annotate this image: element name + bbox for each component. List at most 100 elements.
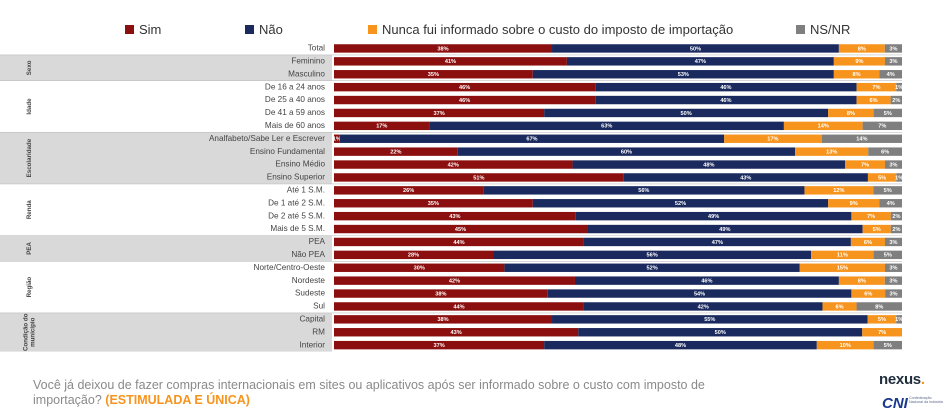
bar-segment [884,160,902,169]
bar-segment [838,276,885,285]
data-label: 46% [459,85,470,91]
data-label: 3% [890,291,898,297]
legend-label-nsnr: NS/NR [810,21,851,37]
bar-segment [885,289,902,298]
data-label: 2% [892,214,900,220]
bar-segment [623,173,868,182]
bar-segment [884,276,902,285]
group-label: Idade [26,98,33,115]
data-label: 35% [428,72,439,78]
bar-segment [896,82,902,92]
bar-segment [595,95,857,105]
row-label: Masculino [288,69,325,78]
data-label: 44% [453,240,464,246]
bar-segment [783,121,863,131]
bar-segment [339,134,725,143]
bar-segment [334,250,494,260]
row-label: De 25 a 40 anos [265,95,325,104]
row-label: De 16 a 24 anos [265,82,325,91]
bar-segment [334,237,584,247]
group-label: município [30,317,37,346]
data-label: 46% [720,98,731,104]
data-label: 44% [453,304,464,310]
group-label: Escolaridade [26,138,33,177]
data-label: 3% [889,240,897,246]
bar-segment [334,276,575,285]
bar-segment [862,328,902,337]
data-label: 38% [437,317,448,323]
data-label: 8% [858,279,866,285]
bar-segment [724,134,822,143]
bar-segment [884,57,902,66]
bar-segment [334,302,584,311]
row-label: Ensino Médio [275,160,325,169]
data-label: 6% [870,98,878,104]
data-label: 63% [601,124,612,130]
bar-segment [799,263,885,272]
data-label: 52% [646,266,657,272]
bar-segment [838,44,885,53]
legend-swatch-nao [245,24,254,34]
data-label: 52% [675,201,686,207]
legend-item-nao: Não [245,20,283,38]
bar-segment [851,211,891,221]
bar-segment [884,237,902,247]
bar-segment [833,57,885,66]
data-label: 37% [433,343,444,349]
bar-segment [867,315,897,324]
data-label: 46% [701,279,712,285]
bar-segment [850,237,885,247]
legend-label-nao: Não [259,21,283,37]
data-label: 43% [451,330,462,336]
data-label: 12% [833,188,844,194]
data-label: 7% [872,85,880,91]
bar-segment [334,44,553,53]
data-label: 38% [437,46,448,52]
data-label: 3% [889,266,897,272]
data-label: 1% [895,85,903,91]
bar-segment [334,70,533,79]
bar-segment [856,95,891,105]
data-label: 42% [449,279,460,285]
row-label: Total [308,44,325,53]
bar-segment [862,121,902,131]
bar-segment [493,250,812,260]
data-label: 53% [678,72,689,78]
data-label: 13% [826,150,837,156]
data-label: 8% [847,111,855,117]
bar-segment [890,224,902,234]
data-label: 5% [884,343,892,349]
question-emphasis: (ESTIMULADA E ÚNICA) [105,393,250,407]
group-label: Região [26,277,33,298]
row-label: Não PEA [291,250,325,259]
bar-segment [429,121,784,131]
bar-segment [547,289,852,298]
legend-item-nunca-informado: Nunca fui informado sobre o custo do imp… [368,20,733,38]
bar-segment [334,160,573,169]
bar-segment [334,289,548,298]
data-label: 7% [878,330,886,336]
bar-segment [552,44,839,53]
data-label: 55% [704,317,715,323]
legend-swatch-nunca-informado [368,24,377,34]
bar-segment [583,237,851,247]
data-label: 50% [681,111,692,117]
legend-item-sim: Sim [125,20,161,38]
data-label: 46% [720,85,731,91]
row-label: Capital [300,315,326,324]
bar-segment [544,340,817,350]
data-label: 3% [889,59,897,65]
group-label: Sexo [26,60,33,75]
data-label: 47% [712,240,723,246]
data-label: 6% [864,291,872,297]
data-label: 47% [695,59,706,65]
bar-segment [896,173,902,182]
row-label: Ensino Fundamental [250,147,325,156]
row-label: Sul [313,302,325,311]
data-label: 48% [703,162,714,168]
legend-swatch-sim [125,24,134,34]
bar-segment [821,134,902,143]
data-label: 5% [878,175,886,181]
row-label: Ensino Superior [267,173,326,182]
bar-segment [867,173,897,182]
